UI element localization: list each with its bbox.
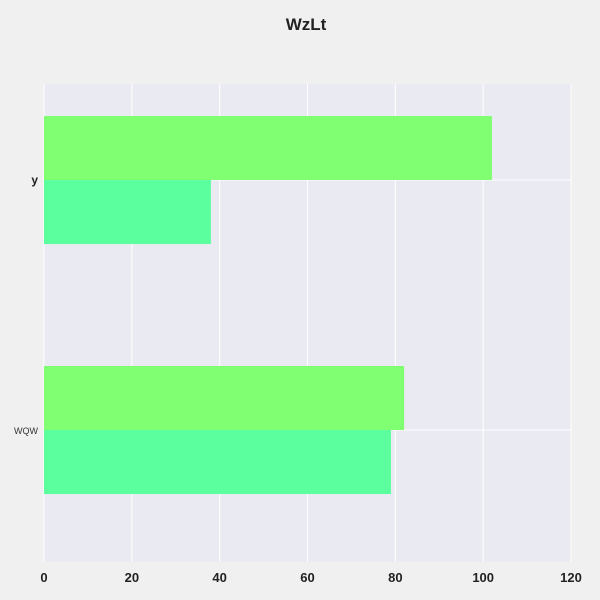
bar-y-series-1 xyxy=(44,116,492,180)
x-tick-label: 20 xyxy=(125,570,139,585)
x-tick-label: 80 xyxy=(388,570,402,585)
chart-title: WzLt xyxy=(286,15,327,34)
x-tick-label: 100 xyxy=(472,570,494,585)
bar-WQW-series-1 xyxy=(44,366,405,430)
bar-y-series-2 xyxy=(44,180,211,244)
y-tick-label: WQW xyxy=(14,426,38,436)
bars xyxy=(44,116,492,494)
x-axis-ticks: 0 20 40 60 80 100 120 xyxy=(40,570,581,585)
y-axis-ticks: y WQW xyxy=(14,173,38,436)
bar-WQW-series-2 xyxy=(44,430,391,494)
x-tick-label: 60 xyxy=(300,570,314,585)
x-tick-label: 120 xyxy=(560,570,582,585)
x-tick-label: 40 xyxy=(212,570,226,585)
y-tick-label: y xyxy=(31,173,38,187)
x-tick-label: 0 xyxy=(40,570,47,585)
